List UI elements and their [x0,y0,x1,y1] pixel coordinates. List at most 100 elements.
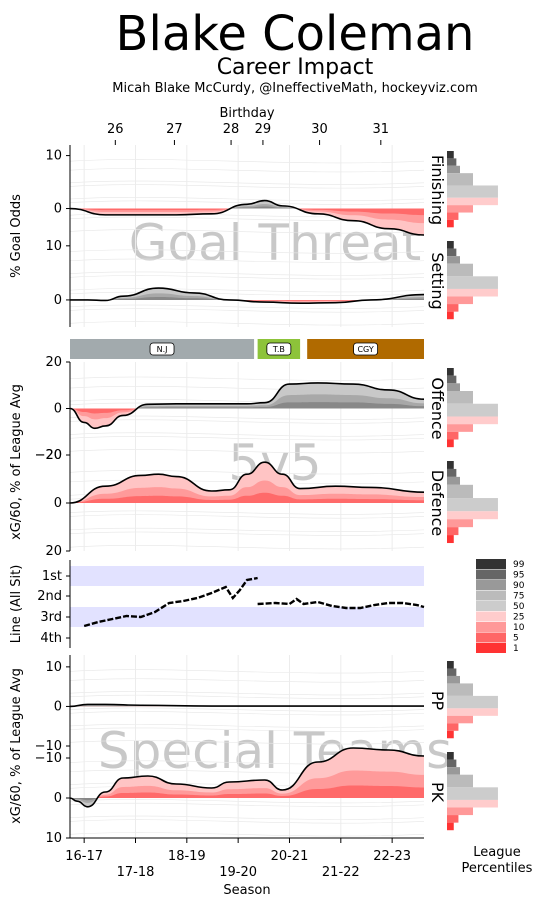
series-line [70,287,425,304]
special-teams-ylabel: xG/60, % of League Avg [9,668,24,824]
histogram-bar [447,205,473,213]
background-line [69,184,425,189]
background-line [69,258,425,263]
birthday-tick-label: 30 [311,122,328,137]
histogram-bar [447,527,459,536]
background-line [69,419,425,424]
line-band-1st [70,566,424,586]
background-line [69,159,425,164]
birthday-tick-label: 31 [373,122,390,137]
y-tick-label: −10 [35,739,62,754]
background-line [69,545,425,550]
y-tick-label: 4th [40,631,62,646]
histogram-bar [447,424,473,432]
background-line [69,196,425,202]
page-title: Blake Coleman [116,6,475,62]
panel-pk: −10 0 10 PK [35,746,498,846]
histogram-bar [447,165,460,174]
season-tick-label: 18-19 [168,849,206,864]
background-line [69,802,425,807]
season-tick-label: 16-17 [65,849,103,864]
chart-marks: 26 27 28 29 30 31 16-17 18-19 20-21 22-23 17-18 19-… [35,122,525,880]
background-line [69,168,425,173]
background-line [69,694,425,699]
background-line [69,832,425,837]
y-tick-label: 20 [45,544,62,559]
area-negative-core [70,492,424,503]
birthday-tick-label: 26 [107,122,124,137]
histogram-bar [447,151,454,159]
background-line [69,180,425,185]
histogram-bar [447,288,498,297]
histogram-bar [447,661,454,669]
y-tick-label: 0 [54,202,62,217]
histogram-bar [447,511,498,520]
series-line [69,199,425,236]
panel-setting: 10 0 Setting [45,235,498,327]
histogram-bar [447,787,498,800]
season-tick-label: 19-20 [219,865,257,880]
background-line [69,740,425,745]
y-tick-label: 1st [42,569,62,584]
legend-swatch [476,622,506,632]
legend-swatch [476,632,506,643]
histogram-bar [447,296,473,305]
y-tick-label: 0 [54,699,62,714]
background-line [69,304,425,309]
y-tick-label: 20 [45,355,62,370]
histogram-bar [447,439,454,448]
y-tick-label: 2nd [37,589,62,604]
histogram-bar [447,468,457,477]
y-tick-label: −20 [35,448,62,463]
histogram-bar [447,815,459,823]
legend-swatch [476,643,506,653]
background-line [69,288,425,293]
histogram-bar [447,212,459,220]
series-line [69,703,424,708]
line-panel: 1st 2nd 3rd 4th [37,560,425,648]
histogram-bar [447,304,459,312]
background-line [69,470,425,475]
panel-name: Setting [428,252,447,309]
background-line [69,723,425,729]
background-line [69,527,425,532]
histogram-bar [447,248,457,257]
team-bar: N.J T.B CGY [70,339,424,359]
birthday-tick-label: 28 [223,122,240,137]
season-tick-label: 20-21 [271,849,309,864]
histogram-bar [447,708,498,716]
legend-label: 75 [513,592,524,602]
percentile-histogram [447,661,498,739]
legend-swatch [476,611,506,622]
histogram-bar [447,683,473,696]
histogram-bar [447,158,457,166]
legend-swatch [476,590,506,601]
background-line [69,271,425,276]
background-line [69,432,425,437]
area-positive-core [70,206,424,209]
y-tick-label: 0 [54,293,62,308]
y-tick-label: 0 [54,791,62,806]
birthday-axis-label: Birthday [219,106,274,121]
season-tick-label: 22-23 [373,849,411,864]
area-negative [70,208,424,235]
background-line [69,436,425,441]
histogram-bar [447,774,473,788]
histogram-bar [447,675,460,684]
background-line [69,514,425,519]
percentile-histogram [447,151,498,228]
area-negative-core [70,208,424,216]
histogram-bar [447,383,460,391]
five-v-five-ylabel: xG/60, % of League Avg [9,384,24,540]
histogram-bar [447,403,498,417]
percentile-histogram [447,241,498,320]
histogram-bar [447,730,454,739]
background-line [69,291,425,296]
line-deployment [83,576,258,628]
panel-name: Finishing [428,155,447,225]
legend-label: 10 [513,623,525,633]
histogram-bar [447,256,460,264]
team-label: T.B [272,345,285,354]
histogram-bar [447,219,454,228]
